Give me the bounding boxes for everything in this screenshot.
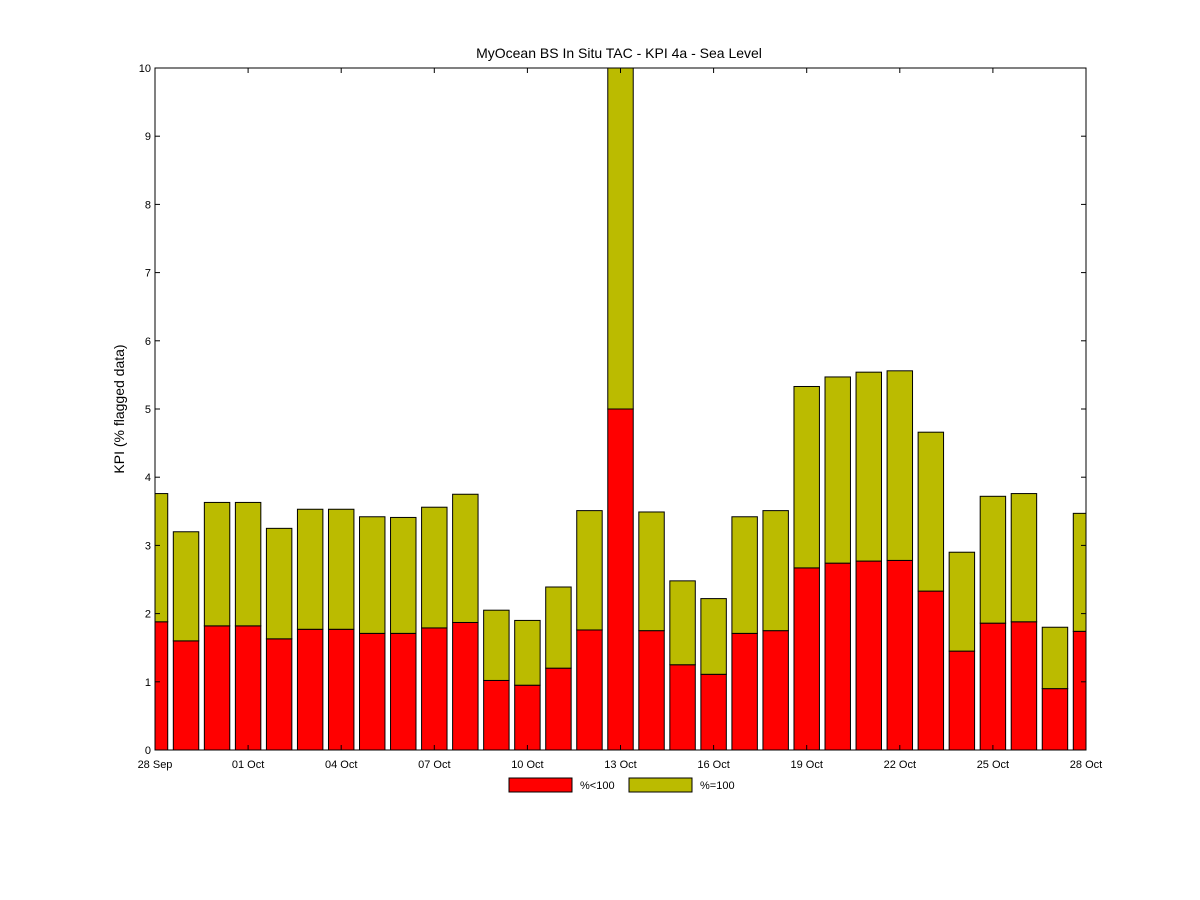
bar-eq100-2012-10-06 [390,516,417,634]
bar-eq100-2012-10-05 [359,516,386,634]
bar-eq100-2012-10-11 [545,586,572,669]
bar-eq100-2012-10-20 [824,376,851,564]
bar-eq100-2012-10-12 [576,510,603,631]
bar-eq100-2012-10-26 [1010,493,1038,623]
x-tick-label: 01 Oct [232,759,264,771]
y-tick-label: 0 [145,745,151,757]
bar-lt100-2012-10-13 [607,408,634,750]
bar-eq100-2012-10-21 [855,371,882,562]
bar-lt100-2012-10-23 [917,590,945,750]
bar-eq100-2012-10-07 [421,506,448,629]
x-tick-label: 28 Sep [138,759,173,771]
bar-eq100-2012-10-08 [452,493,479,623]
bar-lt100-2012-10-14 [638,630,665,750]
bar-lt100-2012-10-18 [762,630,789,750]
bar-eq100-2012-09-30 [203,501,231,627]
y-tick-label: 7 [145,268,151,280]
bar-eq100-2012-10-18 [762,510,789,632]
bar-eq100-2012-10-10 [514,619,541,686]
bar-lt100-2012-10-28 [1072,630,1086,750]
bar-lt100-2012-10-20 [824,562,851,750]
bar-lt100-2012-10-04 [327,628,355,750]
bar-lt100-2012-10-06 [390,632,417,750]
y-tick-label: 9 [145,131,151,143]
bar-lt100-2012-10-24 [948,650,976,750]
y-tick-label: 4 [145,472,151,484]
bar-lt100-2012-10-02 [265,638,293,750]
bar-eq100-2012-10-01 [234,501,262,627]
bar-eq100-2012-10-15 [669,580,696,666]
bar-lt100-2012-10-12 [576,629,603,750]
bar-eq100-2012-10-22 [886,370,914,561]
chart-title: MyOcean BS In Situ TAC - KPI 4a - Sea Le… [476,45,762,61]
bar-eq100-2012-10-03 [296,508,324,630]
bar-lt100-2012-10-19 [793,567,820,750]
x-axis: 28 Sep 01 Oct 04 Oct 07 Oct 10 Oct 13 Oct 16 O… [138,68,1102,771]
bar-lt100-2012-10-27 [1041,688,1069,750]
bar-lt100-2012-10-08 [452,621,479,750]
bar-eq100-2012-10-14 [638,511,665,632]
x-tick-label: 07 Oct [418,759,450,771]
y-tick-label: 3 [145,540,151,552]
x-tick-label: 25 Oct [977,759,1009,771]
bar-eq100-2012-10-16 [700,598,727,675]
bar-eq100-2012-10-25 [979,495,1007,624]
x-tick-label: 19 Oct [790,759,822,771]
bar-lt100-2012-10-26 [1010,621,1038,750]
bar-eq100-2012-09-29 [172,531,200,642]
bar-lt100-2012-09-29 [172,640,200,750]
bar-lt100-2012-10-01 [234,625,262,750]
bar-lt100-2012-10-03 [296,628,324,750]
bar-eq100-2012-10-27 [1041,626,1069,690]
bar-lt100-2012-10-15 [669,664,696,750]
x-tick-label: 04 Oct [325,759,357,771]
x-tick-label: 22 Oct [884,759,916,771]
y-tick-label: 2 [145,609,151,621]
x-tick-label: 16 Oct [697,759,729,771]
y-tick-label: 10 [139,63,151,75]
bar-lt100-2012-10-25 [979,622,1007,750]
bar-eq100-2012-10-04 [327,508,355,630]
bar-eq100-2012-10-13 [607,68,634,410]
bar-lt100-2012-10-09 [483,679,510,750]
bars-group [155,68,1086,750]
bar-eq100-2012-10-28 [1072,512,1086,632]
bar-lt100-2012-10-21 [855,560,882,750]
bar-lt100-2012-09-30 [203,625,231,750]
bar-eq100-2012-10-09 [483,609,510,681]
x-tick-label: 13 Oct [604,759,636,771]
bar-eq100-2012-10-02 [265,527,293,640]
legend-swatch-eq100 [628,777,693,793]
legend-swatch-lt100 [508,777,573,793]
bar-eq100-2012-10-23 [917,431,945,592]
bar-lt100-2012-10-16 [700,673,727,750]
bar-lt100-2012-10-07 [421,627,448,750]
bar-eq100-2012-10-19 [793,385,820,569]
bar-lt100-2012-10-10 [514,684,541,750]
bar-lt100-2012-10-05 [359,632,386,750]
legend-label-eq100: %=100 [700,780,735,792]
bar-lt100-2012-10-22 [886,559,914,750]
bar-eq100-2012-10-24 [948,551,976,652]
bar-lt100-2012-10-17 [731,632,758,750]
y-tick-label: 5 [145,404,151,416]
y-tick-label: 1 [145,677,151,689]
bar-lt100-2012-10-11 [545,667,572,750]
x-tick-label: 28 Oct [1070,759,1102,771]
y-tick-label: 6 [145,336,151,348]
y-axis-label: KPI (% flagged data) [111,344,127,473]
y-tick-label: 8 [145,199,151,211]
legend: %<100 %=100 [508,777,735,793]
x-tick-label: 10 Oct [511,759,543,771]
bar-eq100-2012-10-17 [731,516,758,634]
legend-label-lt100: %<100 [580,780,615,792]
y-axis: 0 1 2 3 4 5 6 7 8 9 10 [139,63,1086,757]
